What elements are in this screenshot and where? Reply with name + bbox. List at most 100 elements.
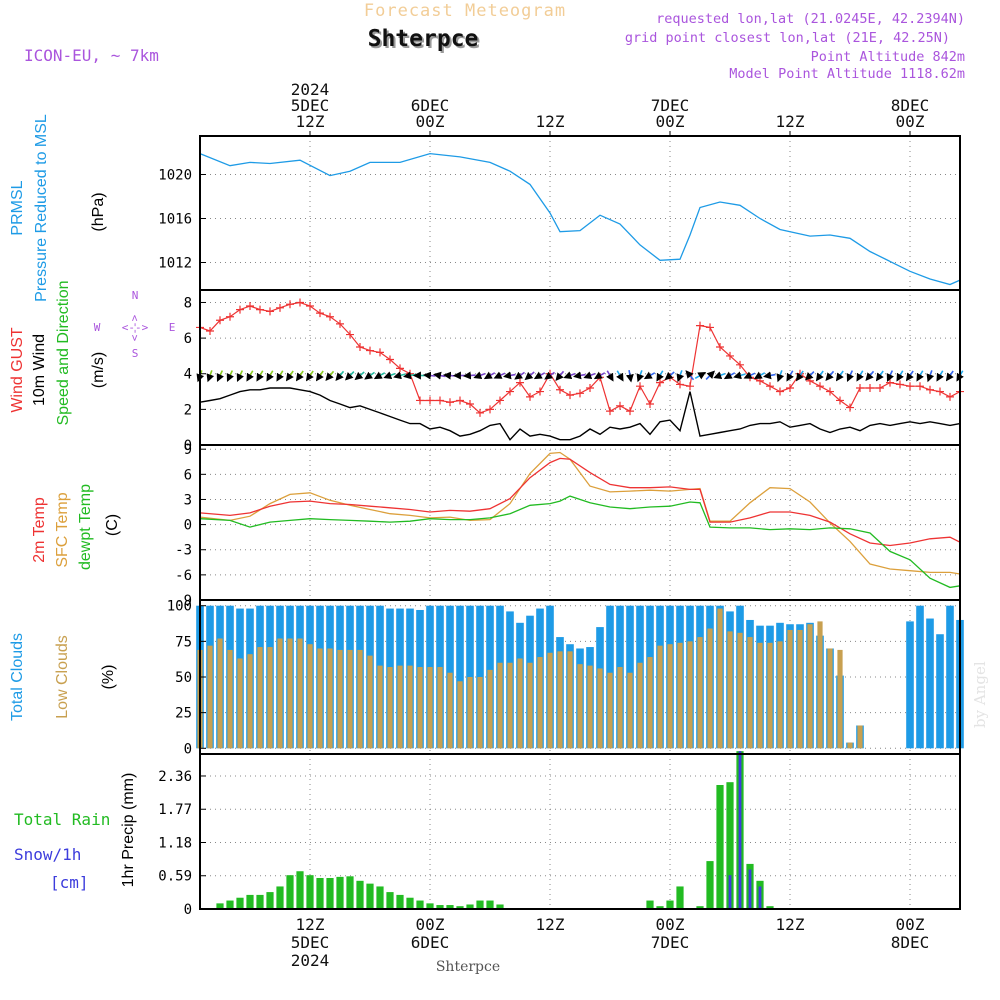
gust-point bbox=[706, 323, 714, 332]
total-cloud-bar bbox=[936, 634, 944, 749]
temp-unit: (C) bbox=[104, 514, 121, 536]
low-cloud-bar bbox=[247, 654, 253, 749]
top-time-label: 00Z bbox=[896, 112, 925, 131]
wind-direction-arrow bbox=[713, 371, 726, 379]
pressure-frame bbox=[199, 135, 961, 291]
gust-point bbox=[446, 398, 454, 407]
snow-bar bbox=[738, 751, 742, 909]
low-cloud-bar bbox=[717, 608, 723, 749]
wind-direction-arrow bbox=[856, 370, 864, 382]
top-time-label: 8DEC bbox=[891, 96, 930, 115]
wind-direction-arrow bbox=[945, 370, 954, 382]
low-cloud-bar bbox=[357, 649, 363, 749]
low-cloud-bar bbox=[497, 662, 503, 749]
low-cloud-bar bbox=[237, 658, 243, 749]
wind-direction-arrow bbox=[743, 371, 756, 379]
rain-bar bbox=[426, 903, 434, 909]
pressure-label: PRMSL bbox=[9, 180, 26, 235]
rain-bar bbox=[376, 886, 384, 909]
wind-direction-arrow bbox=[825, 370, 835, 381]
wind-direction-arrow bbox=[305, 370, 314, 382]
low-cloud-bar bbox=[797, 629, 803, 749]
gust-point bbox=[566, 391, 574, 400]
low-cloud-bar bbox=[207, 645, 213, 749]
bottom-time-label: 2024 bbox=[291, 951, 330, 970]
low-cloud-bar bbox=[577, 664, 583, 749]
total-clouds-label: Total Clouds bbox=[9, 633, 26, 721]
low-cloud-bar bbox=[387, 667, 393, 749]
gust-point bbox=[816, 382, 824, 391]
rain-bar bbox=[296, 871, 304, 909]
wind-direction-arrow bbox=[606, 370, 614, 382]
gust-point bbox=[586, 383, 594, 392]
top-time-label: 00Z bbox=[656, 112, 685, 131]
gust-point bbox=[736, 360, 744, 369]
gust-point bbox=[696, 321, 704, 330]
wind-direction-arrow bbox=[206, 370, 215, 383]
rain-bar bbox=[676, 886, 684, 909]
rain-bar bbox=[266, 892, 274, 909]
low-cloud-bar bbox=[767, 642, 773, 749]
rain-bar bbox=[386, 892, 394, 909]
gust-point bbox=[396, 364, 404, 373]
low-cloud-bar bbox=[727, 631, 733, 749]
rain-bar bbox=[726, 782, 734, 909]
wind-tick-label: 2 bbox=[184, 402, 192, 418]
total-cloud-bar bbox=[906, 621, 914, 749]
low-cloud-bar bbox=[517, 658, 523, 749]
rain-bar bbox=[446, 905, 454, 909]
precip-tick-label: 1.18 bbox=[158, 835, 192, 851]
pressure-unit: (hPa) bbox=[90, 192, 107, 231]
wind-direction-arrow bbox=[256, 370, 264, 382]
wind-direction-arrow bbox=[643, 371, 656, 380]
low-cloud-bar bbox=[427, 667, 433, 749]
low-cloud-bar bbox=[527, 662, 533, 749]
wind-direction-arrow bbox=[936, 370, 944, 382]
gust-point bbox=[496, 396, 504, 405]
wind-direction-arrow bbox=[846, 370, 855, 382]
wind-tick-label: 8 bbox=[184, 295, 192, 311]
wind-direction-arrow bbox=[325, 370, 335, 381]
precip-tick-label: 1.77 bbox=[158, 802, 192, 818]
wind-direction-arrow bbox=[483, 371, 496, 380]
requested-coords: requested lon,lat (21.0245E, 42.2394N) bbox=[656, 11, 965, 27]
wind-direction-arrow bbox=[503, 371, 516, 380]
wind-direction-arrow bbox=[393, 371, 406, 380]
wind-direction-arrow bbox=[295, 370, 304, 382]
gust-point bbox=[286, 300, 294, 309]
temp-tick-label: 3 bbox=[184, 492, 192, 508]
wind-tick-label: 4 bbox=[184, 367, 192, 383]
low-cloud-bar bbox=[687, 641, 693, 749]
wind-direction-arrow bbox=[625, 369, 634, 383]
gust-point bbox=[766, 382, 774, 391]
gust-point bbox=[626, 407, 634, 416]
gust-point bbox=[216, 316, 224, 325]
low-cloud-bar bbox=[857, 725, 863, 749]
wind-direction-arrow bbox=[236, 370, 245, 382]
gust-point bbox=[606, 407, 614, 416]
wind-direction-arrow bbox=[656, 370, 664, 382]
compass-n: N bbox=[132, 289, 139, 302]
low-cloud-bar bbox=[547, 652, 553, 749]
wind-dir-label: Speed and Direction bbox=[55, 281, 72, 426]
wind-direction-arrow bbox=[865, 370, 875, 381]
point-altitude: Point Altitude 842m bbox=[811, 49, 965, 65]
wind-frame bbox=[199, 289, 961, 446]
top-time-label: 2024 bbox=[291, 80, 330, 99]
rain-bar bbox=[236, 897, 244, 909]
bottom-time-label: 7DEC bbox=[651, 933, 690, 952]
low-cloud-bar bbox=[627, 672, 633, 749]
low-cloud-bar bbox=[347, 649, 353, 749]
temp-frame bbox=[199, 444, 961, 601]
gust-point bbox=[846, 403, 854, 412]
low-cloud-bar bbox=[217, 638, 223, 749]
wind-label: 10m Wind bbox=[31, 334, 48, 406]
rain-bar bbox=[306, 875, 314, 909]
gust-point bbox=[386, 355, 394, 364]
low-cloud-bar bbox=[597, 668, 603, 749]
rain-bar bbox=[326, 878, 334, 909]
gust-point bbox=[776, 387, 784, 396]
wind-direction-arrow bbox=[705, 370, 716, 380]
top-time-label: 7DEC bbox=[651, 96, 690, 115]
